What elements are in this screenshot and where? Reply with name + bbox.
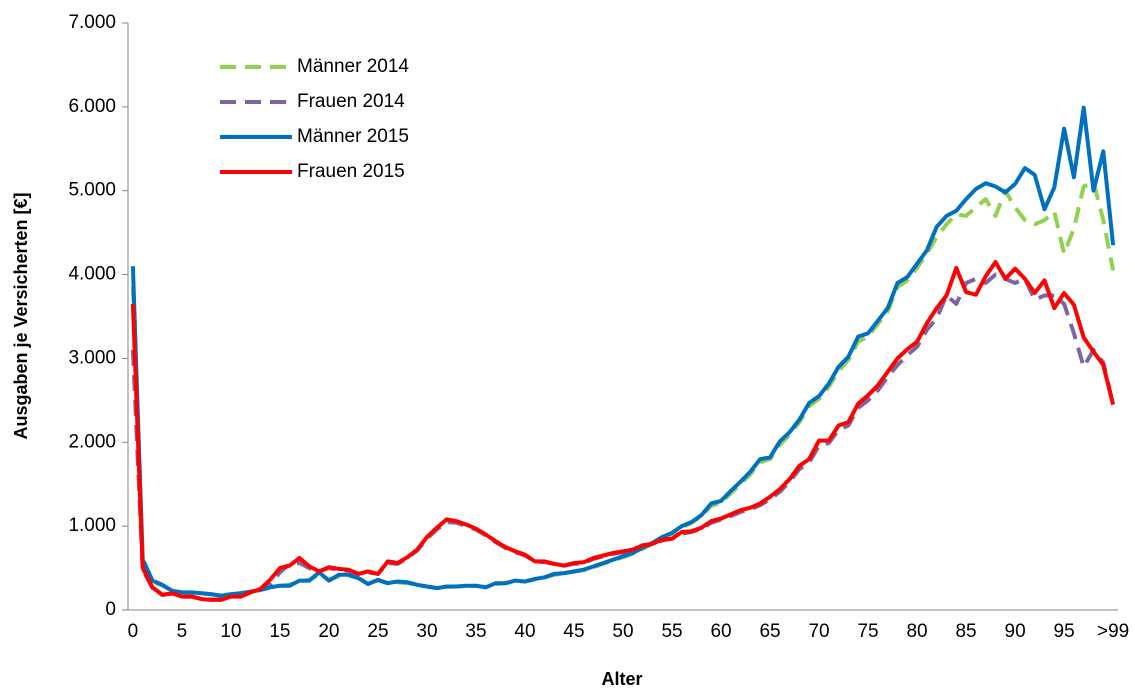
x-tick-label: 75: [857, 621, 878, 642]
x-tick-label: 90: [1005, 621, 1026, 642]
x-tick-label: 95: [1054, 621, 1075, 642]
series-line: [130, 105, 1116, 598]
x-tick-label: 10: [220, 621, 241, 642]
y-tick-label: 5.000: [68, 180, 116, 201]
x-tick-label: >99: [1097, 621, 1129, 642]
x-tick-label: 20: [318, 621, 339, 642]
x-tick-label: 15: [269, 621, 290, 642]
x-tick-label: 85: [955, 621, 976, 642]
x-tick-label: 40: [514, 621, 535, 642]
x-tick-label: 5: [177, 621, 188, 642]
x-tick-label: 70: [808, 621, 829, 642]
x-tick-label: 80: [906, 621, 927, 642]
x-tick-label: 35: [465, 621, 486, 642]
y-tick-label: 0: [105, 599, 116, 620]
x-tick-label: 65: [759, 621, 780, 642]
y-tick-label: 1.000: [68, 515, 116, 536]
y-tick-label: 3.000: [68, 347, 116, 368]
x-tick-label: 50: [612, 621, 633, 642]
x-tick-label: 0: [128, 621, 139, 642]
legend-label: Frauen 2014: [297, 91, 405, 112]
y-axis-label: Ausgaben je Versicherten [€]: [11, 192, 31, 439]
x-tick-label: 30: [416, 621, 437, 642]
x-axis-label: Alter: [601, 669, 642, 689]
y-tick-label: 4.000: [68, 264, 116, 285]
y-tick-label: 2.000: [68, 431, 116, 452]
legend-label: Männer 2014: [297, 56, 409, 77]
x-tick-label: 45: [563, 621, 584, 642]
legend-label: Männer 2015: [297, 126, 409, 147]
series-line: [130, 260, 1116, 602]
legend-label: Frauen 2015: [297, 161, 405, 182]
x-tick-label: 60: [710, 621, 731, 642]
x-tick-label: 55: [661, 621, 682, 642]
x-tick-label: 25: [367, 621, 388, 642]
series-line: [130, 180, 1116, 598]
y-tick-label: 6.000: [68, 96, 116, 117]
y-tick-label: 7.000: [68, 12, 116, 33]
